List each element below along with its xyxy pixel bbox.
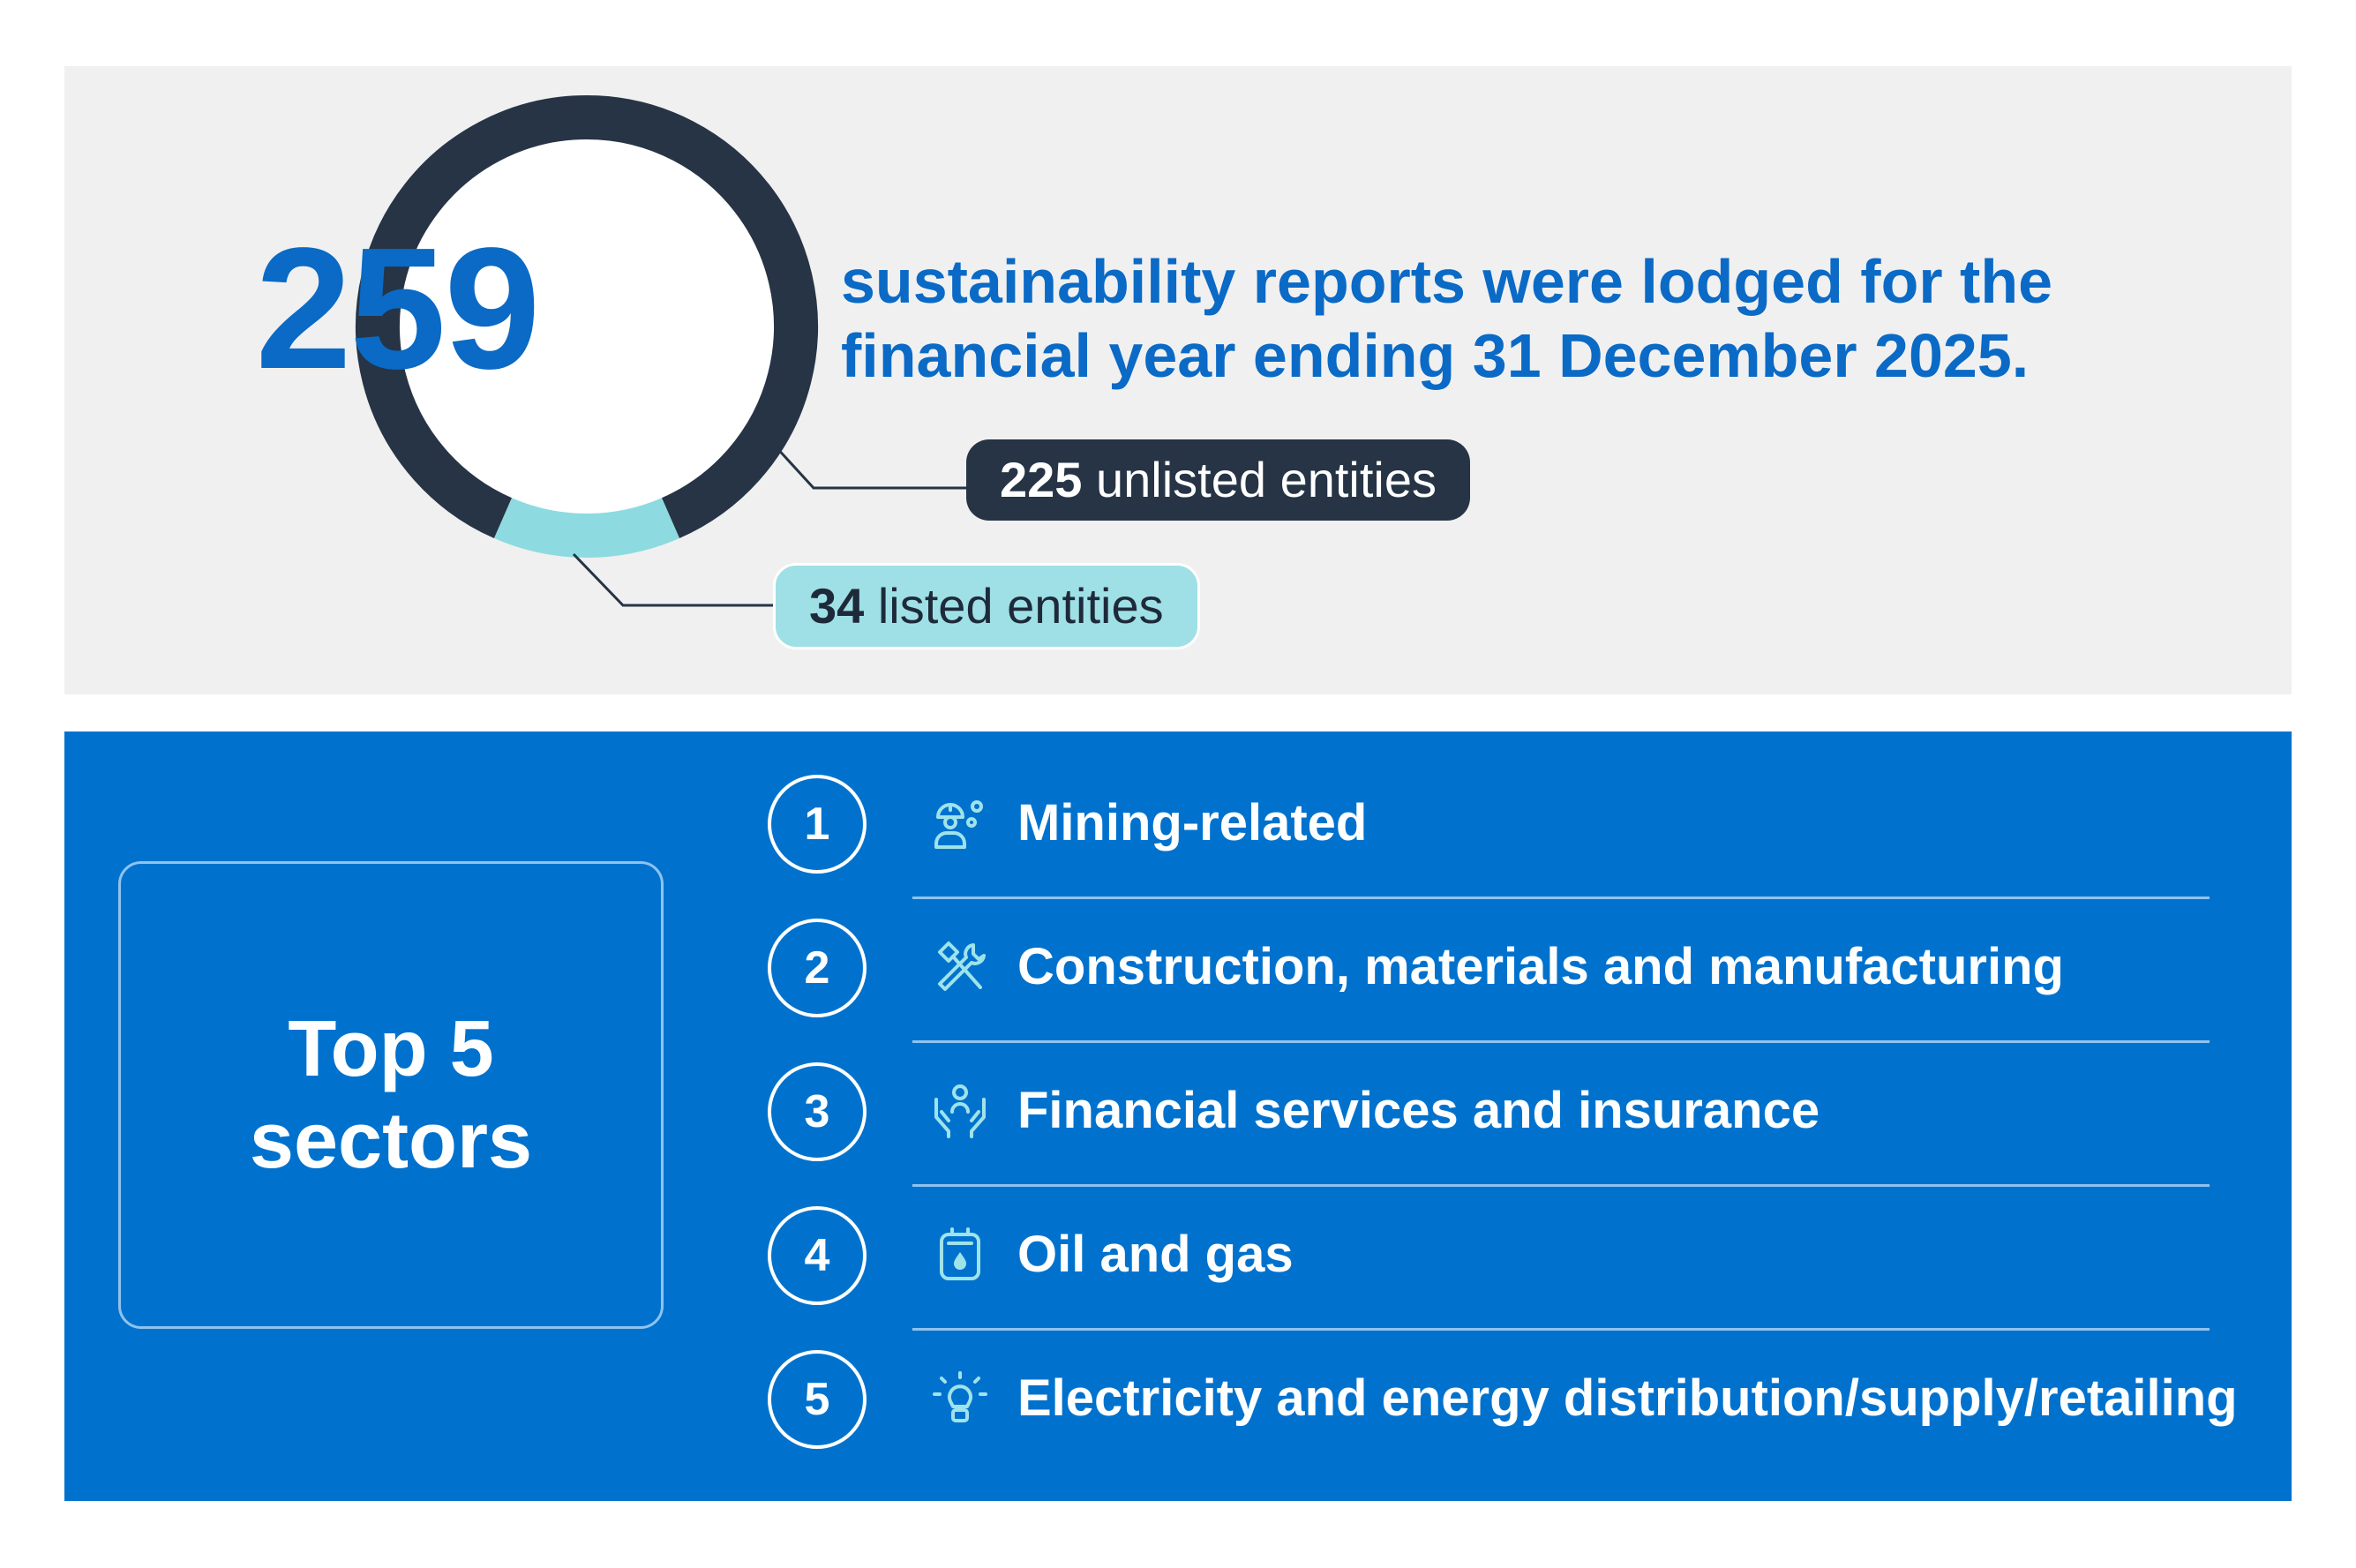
unlisted-callout: 225 unlisted entities (966, 439, 1471, 521)
sector-divider (912, 1040, 2210, 1043)
hands-person-icon (934, 1084, 986, 1138)
total-reports-number: 259 (255, 212, 540, 405)
top-sectors-heading: Top 5 sectors (249, 1005, 533, 1185)
listed-callout: 34 listed entities (773, 563, 1200, 649)
rank-badge-4: 4 (768, 1206, 867, 1305)
total-reports: 259 (212, 221, 582, 397)
slice-unlisted (356, 95, 818, 539)
unlisted-count: 225 (1000, 452, 1083, 507)
sector-label-5: Electricity and energy distribution/supp… (1017, 1369, 2238, 1427)
rank-badge-1: 1 (768, 775, 867, 874)
rank-badge-3: 3 (768, 1062, 867, 1161)
donut-center (400, 139, 774, 514)
listed-leader-line (572, 552, 777, 607)
hammer-wrench-icon (938, 942, 986, 991)
fuel-drop-icon (940, 1227, 980, 1280)
sector-label-1: Mining-related (1017, 794, 1368, 852)
unlisted-label: unlisted entities (1096, 452, 1437, 507)
listed-label: listed entities (877, 578, 1164, 634)
slice-listed (493, 498, 680, 558)
light-bulb-icon (933, 1371, 987, 1422)
sector-divider (912, 1328, 2210, 1331)
rank-badge-2: 2 (768, 919, 867, 1017)
headline-text: sustainability reports were lodged for t… (841, 247, 2053, 390)
sector-label-2: Construction, materials and manufacturin… (1017, 938, 2064, 995)
miner-gears-icon (934, 800, 983, 849)
rank-badge-5: 5 (768, 1350, 867, 1449)
sector-label-3: Financial services and insurance (1017, 1082, 1820, 1139)
listed-count: 34 (809, 578, 865, 634)
top-sectors-heading-box: Top 5 sectors (118, 861, 664, 1329)
sector-label-4: Oil and gas (1017, 1226, 1294, 1283)
sectors-panel (64, 731, 2292, 1501)
unlisted-leader-line (773, 444, 971, 490)
sector-divider (912, 1184, 2210, 1187)
sector-divider (912, 897, 2210, 899)
